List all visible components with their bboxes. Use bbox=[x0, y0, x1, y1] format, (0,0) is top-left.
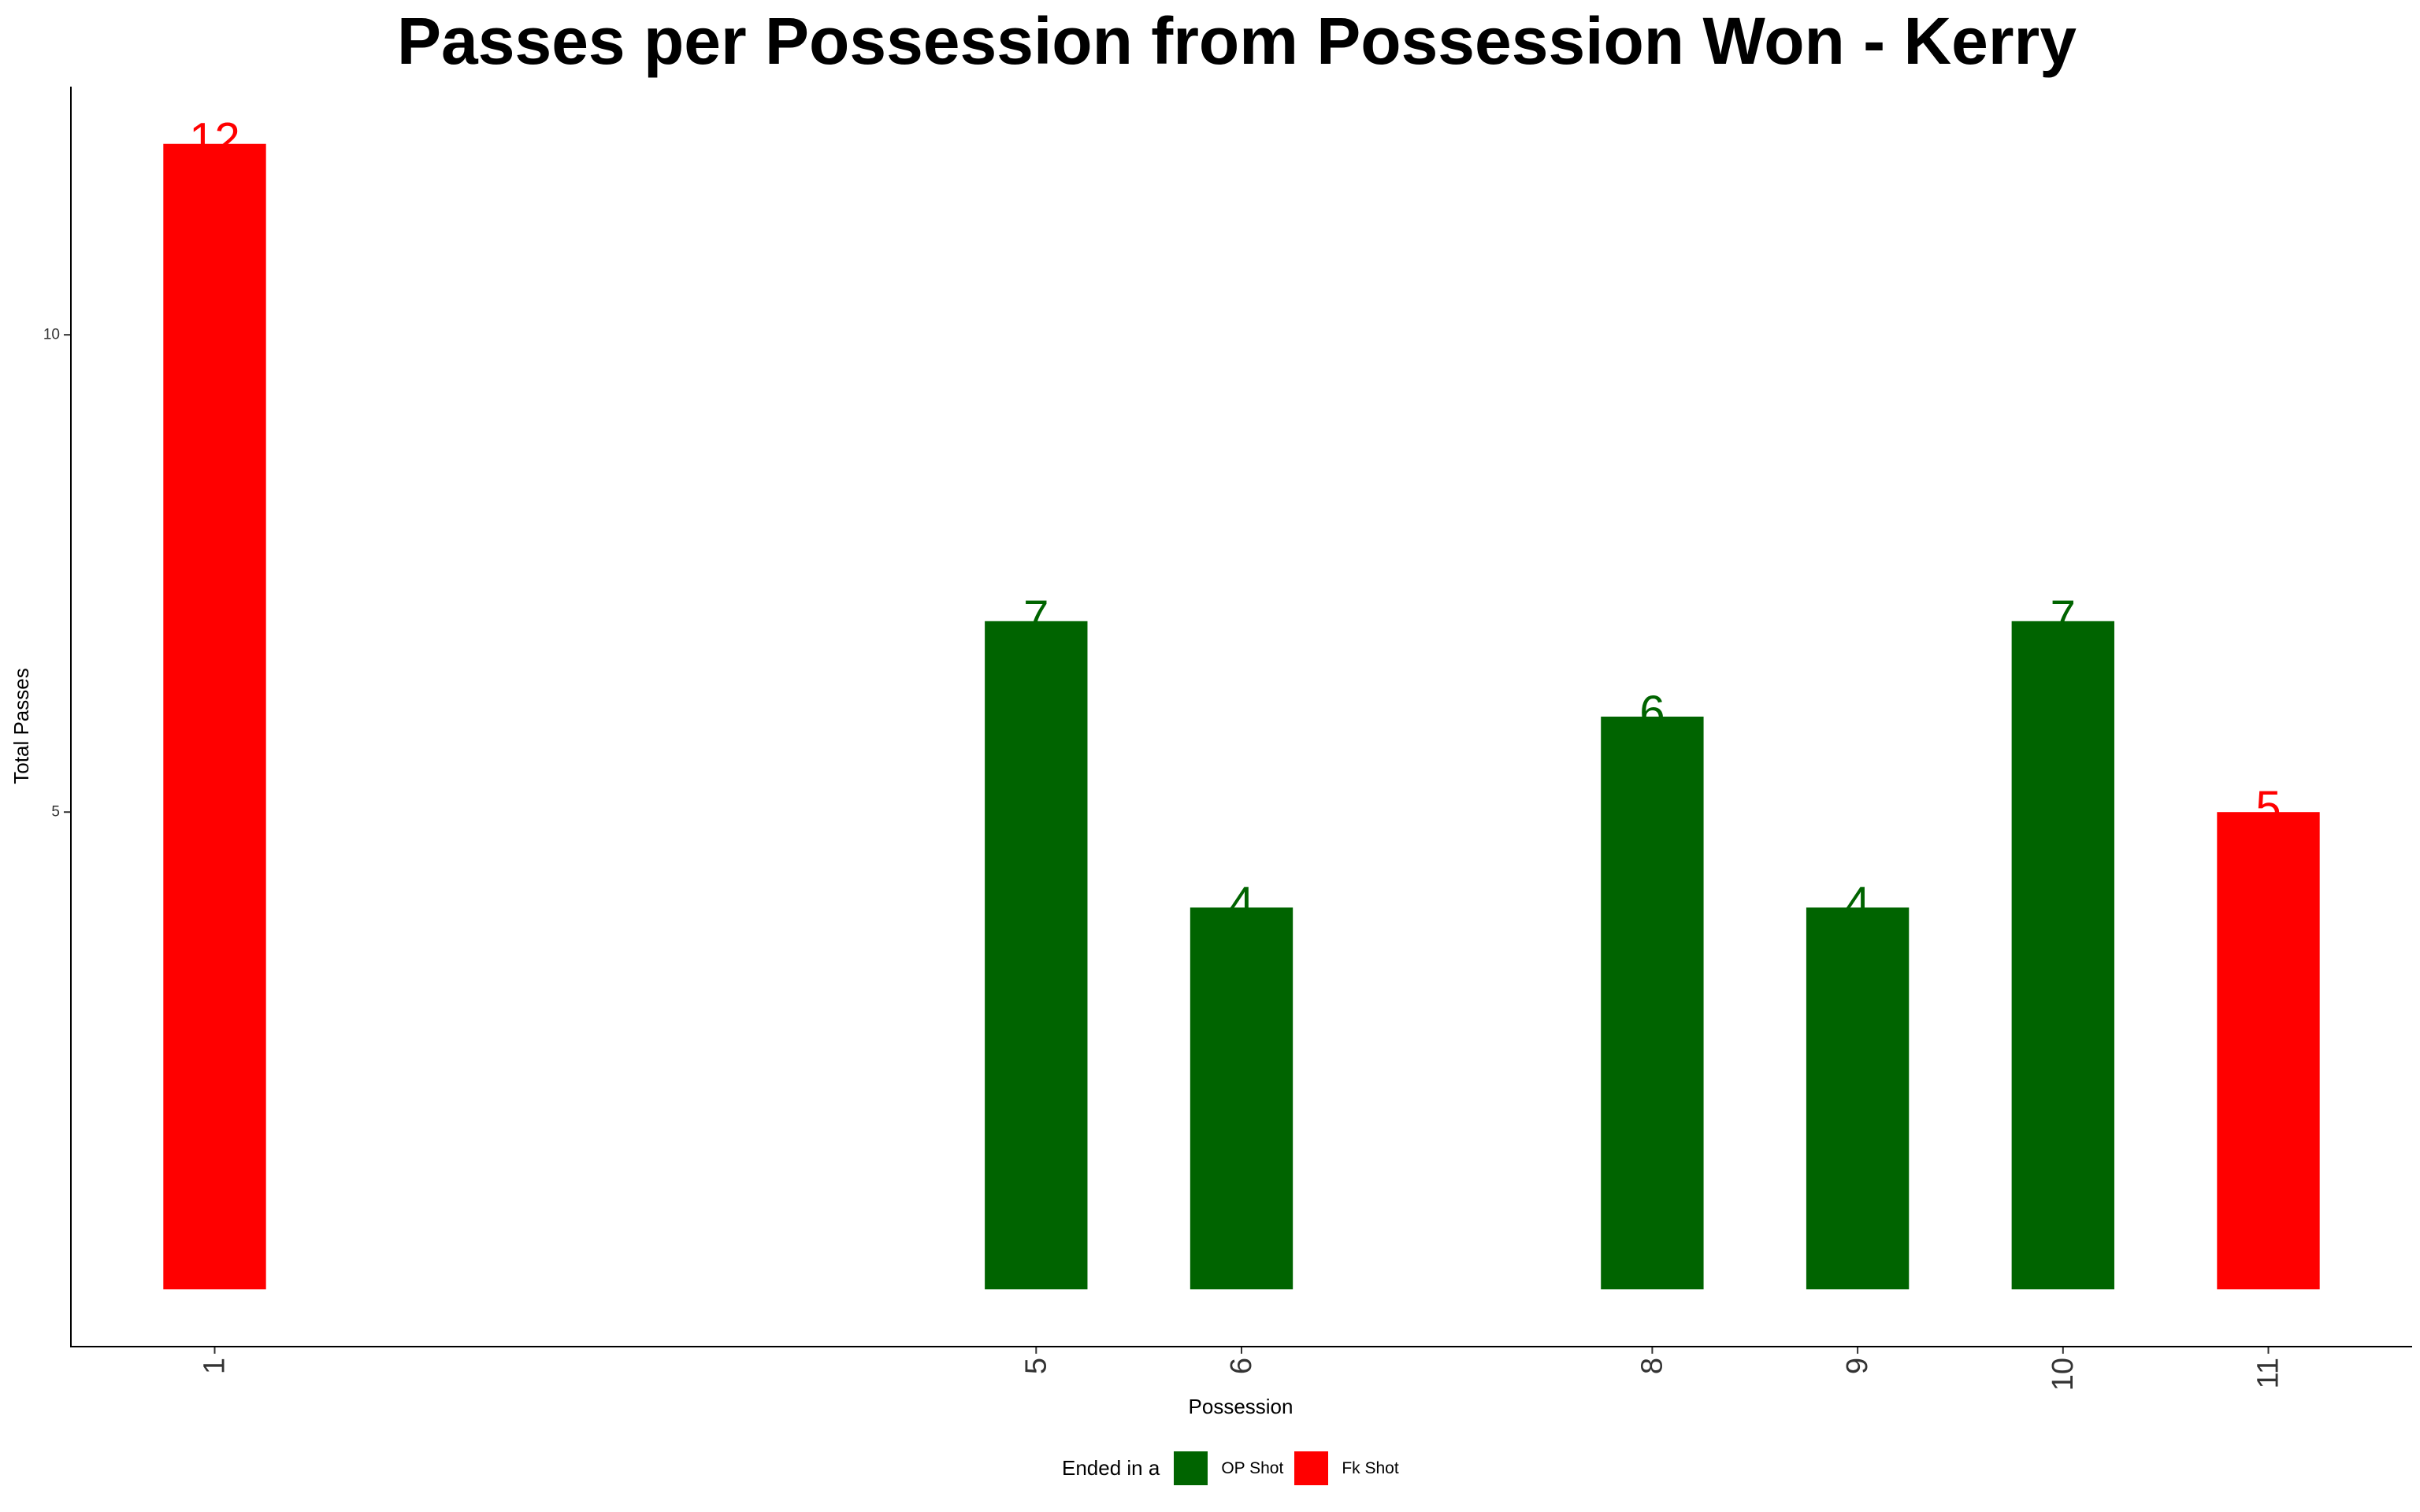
bar-possession-11 bbox=[2217, 812, 2320, 1290]
y-tick-label: 10 bbox=[43, 327, 60, 343]
chart-title: Passes per Possession from Possession Wo… bbox=[397, 4, 2077, 78]
bar-value-label: 4 bbox=[1229, 877, 1254, 928]
bar-value-label: 4 bbox=[1845, 877, 1870, 928]
bar-value-label: 7 bbox=[1023, 591, 1049, 643]
legend-item-op-shot: OP Shot bbox=[1174, 1451, 1283, 1485]
x-tick-label: 5 bbox=[1019, 1358, 1052, 1374]
legend: Ended in a OP Shot Fk Shot bbox=[1062, 1451, 1410, 1485]
bar-possession-9 bbox=[1806, 907, 1910, 1290]
bar-possession-8 bbox=[1601, 717, 1704, 1290]
x-tick-label: 11 bbox=[2252, 1358, 2285, 1388]
legend-key-fk-shot bbox=[1294, 1451, 1329, 1485]
y-tick-label: 5 bbox=[51, 804, 60, 821]
x-tick-label: 1 bbox=[198, 1358, 231, 1374]
x-tick-label: 9 bbox=[1841, 1358, 1874, 1374]
y-axis-title: Total Passes bbox=[9, 668, 33, 784]
bar-possession-5 bbox=[985, 621, 1088, 1290]
bar-possession-1 bbox=[163, 143, 266, 1290]
bar-value-label: 12 bbox=[189, 114, 240, 165]
x-tick-label: 6 bbox=[1225, 1358, 1258, 1374]
legend-title: Ended in a bbox=[1062, 1456, 1160, 1480]
legend-item-fk-shot: Fk Shot bbox=[1294, 1451, 1399, 1485]
bar-value-label: 7 bbox=[2051, 591, 2076, 643]
x-tick-label: 8 bbox=[1635, 1358, 1668, 1374]
x-tick-label: 10 bbox=[2047, 1358, 2080, 1391]
bar-possession-10 bbox=[2011, 621, 2114, 1290]
bar-possession-6 bbox=[1190, 907, 1294, 1290]
bar-value-label: 5 bbox=[2255, 782, 2281, 833]
legend-label-fk-shot: Fk Shot bbox=[1342, 1458, 1399, 1477]
bar-value-label: 6 bbox=[1639, 687, 1665, 738]
x-axis-title: Possession bbox=[1189, 1395, 1294, 1418]
legend-label-op-shot: OP Shot bbox=[1221, 1458, 1284, 1477]
legend-key-op-shot bbox=[1174, 1451, 1208, 1485]
